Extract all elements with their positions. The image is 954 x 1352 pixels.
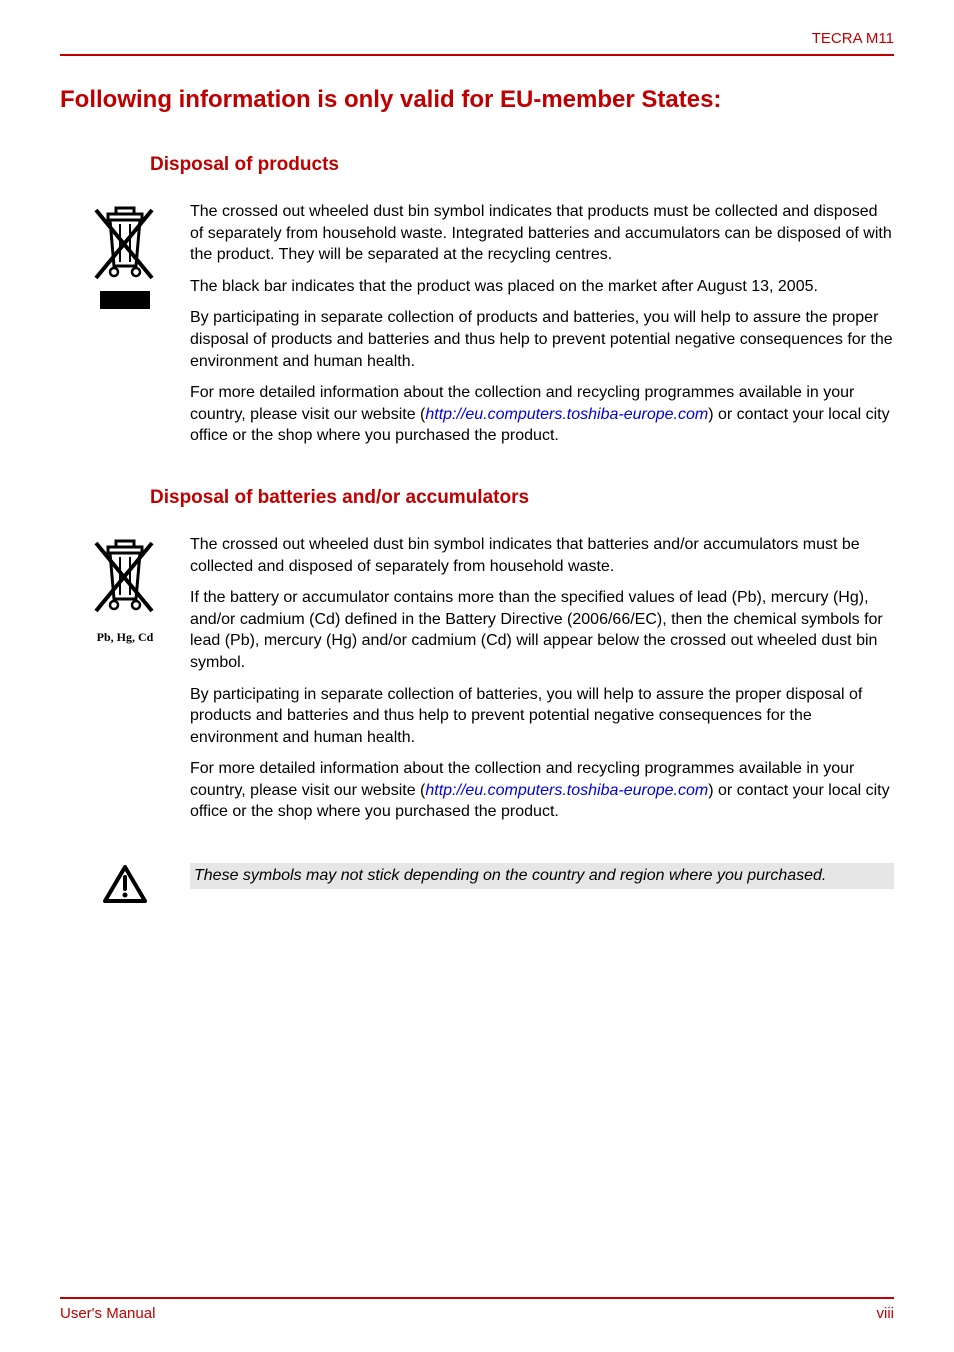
batteries-p3: By participating in separate collection … — [190, 684, 894, 749]
products-p1: The crossed out wheeled dust bin symbol … — [190, 201, 894, 266]
page-header: TECRA M11 — [60, 30, 894, 56]
products-p4: For more detailed information about the … — [190, 382, 894, 447]
batteries-text: The crossed out wheeled dust bin symbol … — [190, 534, 894, 833]
section-products: The crossed out wheeled dust bin symbol … — [60, 201, 894, 457]
batteries-p2: If the battery or accumulator contains m… — [190, 587, 894, 673]
batteries-link[interactable]: http://eu.computers.toshiba-europe.com — [425, 782, 708, 799]
warning-text: These symbols may not stick depending on… — [190, 863, 894, 889]
batteries-icon-col: Pb, Hg, Cd — [60, 534, 190, 645]
section-batteries: Pb, Hg, Cd The crossed out wheeled dust … — [60, 534, 894, 833]
products-p2: The black bar indicates that the product… — [190, 276, 894, 298]
warning-icon-col — [60, 863, 190, 910]
batteries-p1: The crossed out wheeled dust bin symbol … — [190, 534, 894, 577]
products-text: The crossed out wheeled dust bin symbol … — [190, 201, 894, 457]
section-heading-batteries: Disposal of batteries and/or accumulator… — [150, 487, 894, 509]
products-p3: By participating in separate collection … — [190, 307, 894, 372]
warning-icon — [103, 865, 147, 905]
weee-battery-icon — [90, 539, 160, 619]
footer-left: User's Manual — [60, 1305, 155, 1322]
section-heading-products: Disposal of products — [150, 154, 894, 176]
battery-elements-caption: Pb, Hg, Cd — [60, 630, 190, 645]
page-footer: User's Manual viii — [60, 1297, 894, 1322]
weee-bin-icon — [90, 206, 160, 321]
main-title: Following information is only valid for … — [60, 86, 894, 114]
warning-block: These symbols may not stick depending on… — [60, 863, 894, 910]
batteries-p4: For more detailed information about the … — [190, 758, 894, 823]
product-name: TECRA M11 — [812, 30, 894, 47]
products-link[interactable]: http://eu.computers.toshiba-europe.com — [425, 406, 708, 423]
footer-right: viii — [877, 1305, 895, 1322]
products-icon-col — [60, 201, 190, 326]
